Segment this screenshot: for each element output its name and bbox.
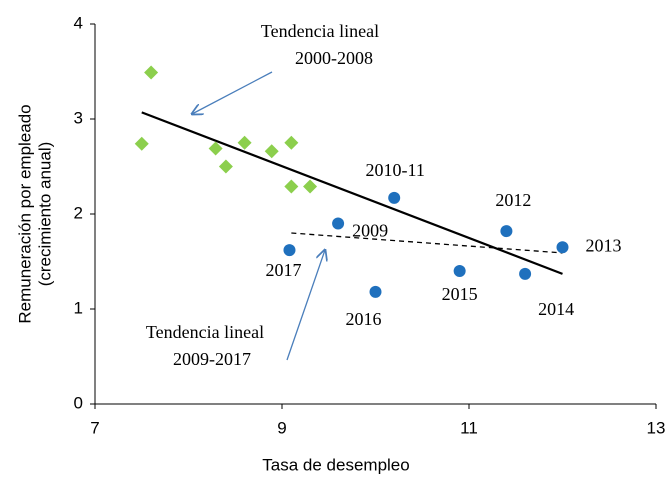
annotation: 2000-2008 (295, 48, 373, 68)
point (237, 135, 252, 150)
point (369, 285, 382, 298)
point (144, 65, 159, 80)
y-axis-label: Remuneración por empleado (15, 104, 34, 323)
point (284, 179, 299, 194)
point-label: 2013 (586, 235, 622, 255)
x-tick-label: 9 (277, 418, 286, 437)
y-tick-label: 2 (74, 203, 83, 222)
point-label: 2017 (265, 260, 301, 280)
point (332, 217, 345, 230)
arrow (192, 71, 273, 114)
annotation: Tendencia lineal (261, 21, 379, 41)
point (556, 241, 569, 254)
point (283, 244, 296, 257)
point (208, 141, 223, 156)
point (388, 191, 401, 204)
point-label: 2009 (352, 221, 388, 241)
point-label: 2015 (442, 284, 478, 304)
y-tick-label: 1 (74, 298, 83, 317)
point (500, 225, 513, 238)
point (134, 136, 149, 151)
point (519, 267, 532, 280)
annotation: Tendencia lineal (146, 322, 264, 342)
x-tick-label: 11 (460, 418, 478, 437)
x-tick-label: 7 (90, 418, 99, 437)
y-tick-label: 3 (74, 108, 83, 127)
annotation: 2009-2017 (173, 349, 251, 369)
point (218, 159, 233, 174)
point (453, 265, 466, 277)
trend-line (291, 232, 563, 254)
point (264, 144, 279, 159)
y-axis-label: (crecimiento anual) (35, 142, 54, 287)
y-tick-label: 4 (74, 13, 83, 32)
point (303, 179, 318, 194)
point-label: 2014 (538, 299, 574, 319)
point-label: 2012 (495, 190, 531, 210)
x-axis-label: Tasa de desempleo (262, 455, 409, 474)
point (284, 135, 299, 150)
x-tick-label: 13 (647, 418, 666, 437)
point-label: 2016 (346, 309, 382, 329)
trend-line (141, 111, 563, 275)
point-label: 2010-11 (366, 160, 425, 180)
arrow (286, 250, 325, 361)
y-tick-label: 0 (74, 393, 83, 412)
